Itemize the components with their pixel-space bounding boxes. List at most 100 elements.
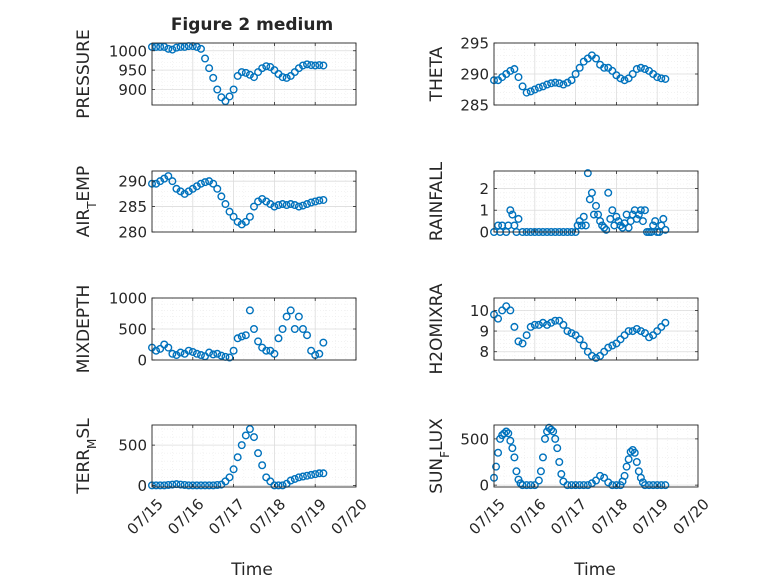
x-tick-label: 07/17 (547, 495, 590, 538)
data-series (490, 423, 670, 490)
data-point (282, 201, 291, 210)
y-tick-label: 500 (118, 437, 147, 455)
data-point (536, 467, 545, 476)
data-point (164, 44, 173, 53)
data-point (522, 481, 531, 490)
y-tick-label: 1000 (109, 42, 147, 60)
data-point (534, 320, 543, 329)
y-axis-label: THETA (427, 46, 447, 102)
data-point (640, 329, 649, 338)
data-point (196, 481, 205, 490)
data-point (589, 210, 598, 219)
data-point (575, 335, 584, 344)
data-point (201, 481, 210, 490)
data-point (298, 61, 307, 70)
data-point (315, 349, 324, 358)
data-point (661, 318, 670, 327)
data-point (303, 60, 312, 69)
data-point (661, 74, 670, 83)
y-tick-label: 280 (118, 224, 147, 242)
data-point (180, 42, 189, 51)
y-axis-label: RAINFALL (427, 161, 447, 241)
y-axis-label: MIXDEPTH (74, 285, 94, 374)
data-point (266, 477, 275, 486)
y-tick-label: 1 (479, 202, 489, 220)
data-point (278, 325, 287, 334)
data-point (551, 78, 560, 87)
data-point (290, 201, 299, 210)
y-tick-label: 500 (118, 321, 147, 339)
data-point (636, 63, 645, 72)
data-point (307, 61, 316, 70)
data-point (270, 202, 279, 211)
data-point (634, 210, 643, 219)
data-point (245, 306, 254, 315)
data-point (286, 476, 295, 485)
data-point (547, 425, 556, 434)
axes-box (151, 42, 357, 106)
subplot-h2omixra: 10 9 8 H2OMIXRA (427, 283, 699, 375)
data-point (286, 200, 295, 209)
data-point (608, 341, 617, 350)
data-point (526, 481, 535, 490)
data-point (657, 74, 666, 83)
data-point (598, 221, 607, 230)
data-point (526, 87, 535, 96)
axes-box (151, 170, 357, 233)
data-point (290, 474, 299, 483)
x-tick-label: 07/19 (629, 495, 672, 538)
data-point (620, 331, 629, 340)
data-point (581, 221, 590, 230)
data-point (514, 214, 523, 223)
data-point (543, 80, 552, 89)
data-point (624, 74, 633, 83)
data-point (661, 481, 670, 490)
data-point (506, 306, 515, 315)
data-point (620, 76, 629, 85)
data-point (201, 178, 210, 187)
figure-title: Figure 2 medium (171, 15, 333, 35)
data-point (298, 201, 307, 210)
data-point (612, 481, 621, 490)
data-point (176, 348, 185, 357)
data-point (571, 481, 580, 490)
subplot-theta: 295 290 285 THETA (427, 35, 699, 115)
data-point (196, 179, 205, 188)
data-point (608, 206, 617, 215)
data-point (628, 69, 637, 78)
y-tick-label: 9 (479, 323, 489, 341)
data-point (620, 471, 629, 480)
data-point (608, 66, 617, 75)
y-axis-label: H2OMIXRA (427, 283, 447, 374)
data-point (303, 200, 312, 209)
data-point (209, 179, 218, 188)
data-point (315, 469, 324, 478)
data-point (538, 453, 547, 462)
data-point (241, 217, 250, 226)
data-point (160, 481, 169, 490)
data-point (245, 212, 254, 221)
data-point (249, 73, 258, 82)
data-point (156, 344, 165, 353)
data-point (249, 325, 258, 334)
data-point (608, 481, 617, 490)
data-point (176, 480, 185, 489)
data-point (209, 73, 218, 82)
data-point (659, 214, 668, 223)
data-point (262, 473, 271, 482)
data-point (213, 85, 222, 94)
data-point (636, 206, 645, 215)
data-point (294, 202, 303, 211)
data-point (518, 481, 527, 490)
data-point (596, 471, 605, 480)
data-point (205, 64, 214, 73)
data-point (600, 223, 609, 232)
data-point (249, 202, 258, 211)
axes-box (151, 424, 357, 488)
data-point (534, 476, 543, 485)
data-point (311, 470, 320, 479)
data-point (600, 63, 609, 72)
data-point (543, 320, 552, 329)
data-point (225, 473, 234, 482)
